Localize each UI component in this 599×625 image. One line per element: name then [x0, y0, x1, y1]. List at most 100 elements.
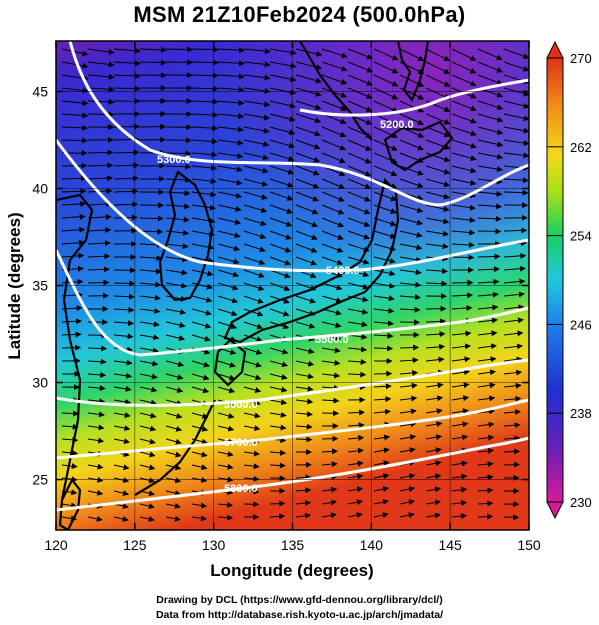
wind-arrow — [399, 512, 415, 519]
wind-arrow — [269, 424, 287, 431]
wind-arrow — [165, 256, 189, 263]
wind-arrow — [61, 137, 88, 144]
wind-arrow — [243, 347, 263, 355]
y-tick-label: 30 — [32, 375, 48, 391]
wind-arrow — [347, 256, 370, 265]
wind-arrow — [139, 294, 161, 301]
colorbar-tick-label: 246 — [570, 317, 592, 332]
wind-arrow — [243, 48, 271, 55]
x-tick-label: 125 — [123, 537, 147, 553]
wind-arrow — [477, 513, 494, 520]
wind-arrow — [373, 332, 394, 339]
wind-arrow — [295, 411, 314, 418]
wind-arrow — [451, 343, 472, 350]
wind-arrow — [113, 306, 135, 313]
colorbar-top-arrow — [546, 40, 564, 59]
wind-arrow — [217, 243, 241, 252]
wind-arrow — [451, 139, 477, 149]
wind-arrow — [139, 386, 158, 393]
wind-arrow — [139, 347, 159, 354]
wind-arrow — [243, 204, 268, 213]
wind-arrow — [399, 269, 422, 276]
wind-arrow — [425, 408, 443, 415]
wind-arrow — [503, 291, 525, 298]
contour-5300 — [68, 41, 529, 207]
wind-arrow — [295, 373, 314, 380]
wind-arrow — [269, 513, 286, 520]
wind-arrow — [217, 373, 236, 381]
wind-arrow — [321, 61, 348, 72]
wind-arrow — [503, 304, 525, 311]
wind-arrow — [269, 87, 297, 96]
wind-arrow — [61, 450, 79, 456]
map-plot-area: 5200.0 5300.0 5400.0 5500.0 5600.0 5700.… — [56, 41, 529, 530]
wind-arrow — [165, 282, 188, 289]
wind-arrow — [347, 346, 368, 353]
wind-arrow — [425, 512, 441, 519]
wind-arrow — [477, 474, 494, 481]
wind-arrow — [191, 515, 208, 522]
wind-arrow — [451, 48, 477, 61]
wind-arrow — [347, 308, 369, 315]
wind-arrow — [217, 269, 240, 278]
contour-label-5800: 5800.0 — [224, 483, 258, 495]
wind-arrow — [321, 217, 345, 228]
wind-arrow — [113, 188, 139, 195]
wind-arrow — [347, 447, 365, 454]
wind-arrow — [139, 268, 162, 275]
wind-arrow — [321, 295, 343, 303]
wind-arrow — [399, 281, 422, 288]
wind-arrow — [61, 175, 87, 182]
wind-arrow — [87, 48, 115, 55]
wind-arrow — [191, 308, 212, 316]
wind-arrow — [347, 486, 364, 493]
wind-arrow — [191, 464, 208, 471]
wind-arrow — [139, 321, 160, 328]
wind-arrow — [503, 356, 523, 363]
wind-arrow — [451, 113, 477, 124]
wind-arrow — [373, 165, 398, 177]
wind-arrow — [373, 295, 395, 302]
wind-arrow — [61, 200, 87, 207]
wind-arrow — [321, 347, 341, 354]
wind-arrow — [321, 48, 348, 59]
wind-arrow — [373, 139, 398, 151]
wind-arrow — [243, 256, 266, 266]
wind-arrow — [191, 425, 209, 432]
wind-arrow — [165, 425, 183, 432]
wind-arrow — [61, 48, 89, 57]
wind-arrow — [477, 356, 497, 363]
wind-arrow — [113, 293, 136, 300]
wind-arrow — [269, 74, 297, 82]
wind-arrow — [217, 47, 245, 54]
wind-arrow — [217, 86, 245, 93]
wind-arrow — [113, 60, 141, 67]
wind-arrow — [139, 281, 162, 288]
wind-arrow — [165, 334, 186, 342]
wind-arrow — [373, 499, 389, 505]
wind-arrow — [191, 360, 210, 368]
wind-arrow — [269, 282, 291, 292]
coastline-russia-north — [299, 41, 373, 141]
wind-arrow — [451, 434, 469, 441]
wind-arrow — [269, 61, 297, 69]
wind-arrow — [165, 269, 188, 276]
wind-arrow — [477, 266, 500, 273]
wind-arrow — [191, 191, 217, 198]
contour-5700 — [56, 398, 529, 460]
wind-arrow — [113, 385, 132, 392]
wind-arrow — [451, 100, 477, 112]
colorbar: 270 262 254 246 238 230 — [546, 40, 592, 520]
wind-arrow — [347, 87, 373, 99]
wind-arrow — [243, 321, 264, 330]
wind-arrow — [321, 191, 345, 202]
wind-arrow — [477, 461, 494, 468]
wind-arrow — [321, 152, 346, 164]
wind-arrow — [347, 204, 371, 215]
wind-arrow — [243, 386, 262, 393]
wind-arrow — [243, 475, 260, 482]
wind-arrow — [347, 473, 364, 480]
wind-arrow — [243, 334, 263, 343]
wind-arrow — [347, 333, 368, 340]
wind-arrow — [217, 425, 235, 432]
